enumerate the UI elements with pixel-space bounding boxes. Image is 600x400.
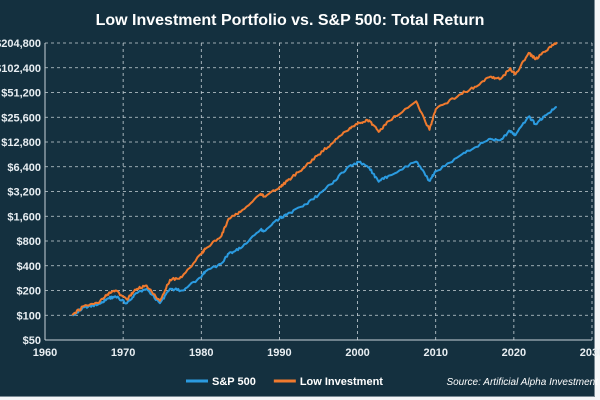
y-tick-label: $6,400 xyxy=(7,162,41,174)
series-line-s-p-500 xyxy=(72,106,557,317)
source-note: Source: Artificial Alpha Investment xyxy=(446,377,599,388)
x-tick-label: 1970 xyxy=(111,347,135,359)
y-tick-label: $100 xyxy=(17,310,41,322)
legend-label-low-investment: Low Investment xyxy=(300,376,383,388)
axis-layer: $50 $100 $200 $400 $800 $1,600 $3,200 $6,400 $12… xyxy=(0,38,600,359)
series-line-low-investment xyxy=(71,41,558,316)
chart-title: Low Investment Portfolio vs. S&P 500: To… xyxy=(96,12,485,29)
y-tick-label: $102,400 xyxy=(0,63,41,75)
x-tick-label: 2020 xyxy=(502,347,526,359)
y-tick-label: $200 xyxy=(17,286,41,298)
y-tick-label: $400 xyxy=(17,261,41,273)
series-layer xyxy=(71,41,558,317)
y-tick-label: $12,800 xyxy=(1,137,41,149)
x-tick-label: 2030 xyxy=(580,347,600,359)
y-tick-label: $800 xyxy=(17,236,41,248)
y-tick-label: $204,800 xyxy=(0,38,41,50)
legend: S&P 500 Low Investment xyxy=(186,376,383,388)
y-tick-label: $25,600 xyxy=(1,112,41,124)
y-tick-label: $50 xyxy=(23,335,41,347)
y-tick-label: $51,200 xyxy=(1,88,41,100)
x-tick-label: 1980 xyxy=(189,347,213,359)
x-tick-label: 1990 xyxy=(267,347,291,359)
y-tick-label: $1,600 xyxy=(7,211,41,223)
x-tick-label: 1960 xyxy=(33,347,57,359)
y-tick-label: $3,200 xyxy=(7,187,41,199)
grid-layer xyxy=(45,42,593,340)
legend-label-s-p-500: S&P 500 xyxy=(212,376,256,388)
x-tick-label: 2000 xyxy=(345,347,369,359)
x-tick-label: 2010 xyxy=(423,347,447,359)
